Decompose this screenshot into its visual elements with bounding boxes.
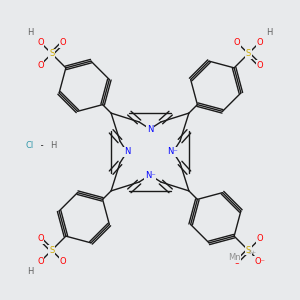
- Text: 3+: 3+: [248, 250, 257, 256]
- Text: H: H: [50, 140, 56, 149]
- Text: S: S: [49, 49, 54, 58]
- Text: O: O: [37, 235, 44, 244]
- Text: H: H: [27, 28, 34, 37]
- Text: O: O: [256, 235, 263, 244]
- Text: S: S: [246, 246, 251, 255]
- Text: O: O: [60, 38, 66, 47]
- Text: O: O: [37, 257, 44, 266]
- Text: H: H: [266, 28, 273, 37]
- Text: O: O: [37, 38, 44, 47]
- Text: Cl: Cl: [25, 140, 33, 149]
- Text: O⁻: O⁻: [254, 257, 265, 266]
- Text: Mn: Mn: [228, 254, 241, 262]
- Text: S: S: [246, 49, 251, 58]
- Text: O: O: [60, 257, 66, 266]
- Text: H: H: [27, 267, 34, 276]
- Text: N: N: [124, 148, 130, 157]
- Text: N⁻: N⁻: [145, 170, 155, 179]
- Text: O: O: [256, 38, 263, 47]
- Text: S: S: [49, 246, 54, 255]
- Text: -: -: [38, 140, 46, 149]
- Text: N: N: [147, 124, 153, 134]
- Text: O: O: [256, 61, 263, 70]
- Text: O: O: [234, 257, 240, 266]
- Text: O: O: [37, 61, 44, 70]
- Text: O: O: [234, 38, 240, 47]
- Text: N⁻: N⁻: [168, 148, 178, 157]
